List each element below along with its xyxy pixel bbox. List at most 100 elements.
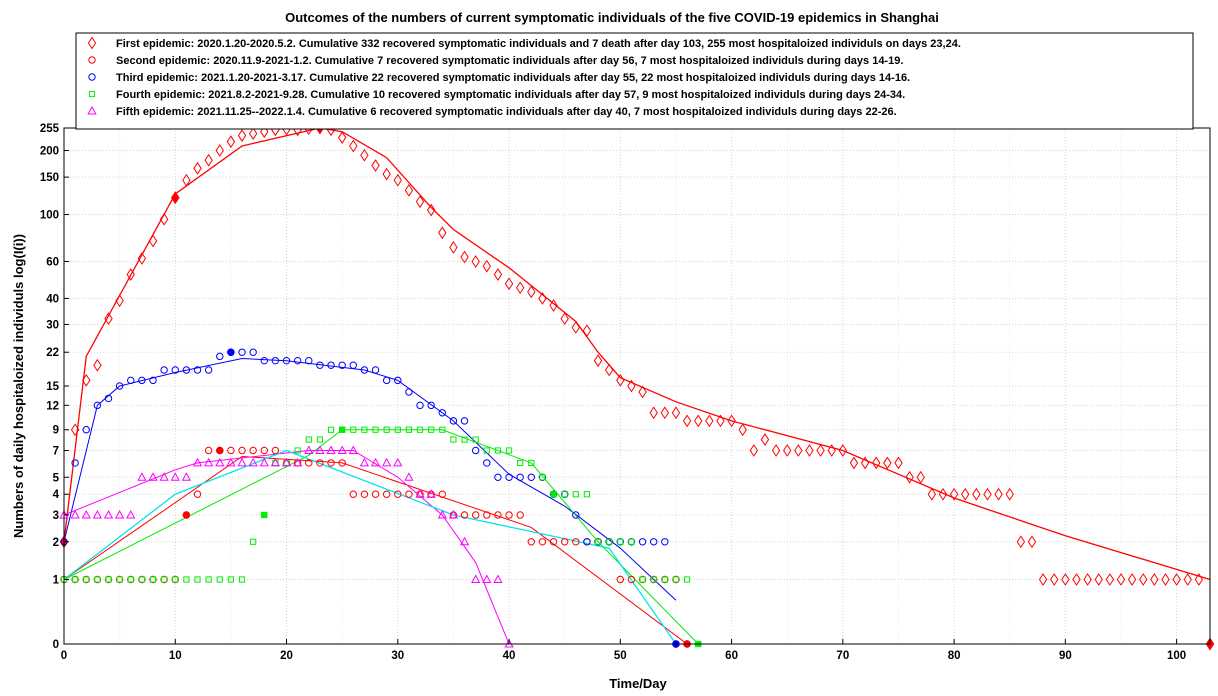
- fit-line-series-3: [63, 358, 677, 601]
- data-point-series-3: [494, 473, 502, 481]
- data-point-series-1: [137, 252, 147, 265]
- data-point-series-2: [316, 459, 324, 467]
- data-point-series-1: [894, 456, 903, 470]
- data-point-series-2: [71, 575, 79, 584]
- data-point-series-4: [161, 576, 168, 583]
- data-point-series-4: [172, 576, 179, 583]
- data-point-filled-series-4: [261, 511, 268, 519]
- data-point-series-2: [138, 575, 146, 584]
- legend-label-3: Third epidemic: 2021.1.20-2021-3.17. Cum…: [116, 72, 910, 84]
- data-point-series-4: [394, 426, 401, 433]
- data-point-series-1: [204, 153, 213, 167]
- data-point-series-1: [883, 456, 892, 470]
- data-point-series-1: [549, 299, 558, 312]
- data-point-series-1: [148, 234, 158, 248]
- data-point-series-3: [127, 376, 135, 385]
- data-point-series-1: [616, 373, 625, 387]
- data-point-series-5: [148, 472, 158, 481]
- data-point-series-3: [171, 366, 179, 374]
- data-point-series-5: [92, 509, 103, 519]
- data-point-series-1: [593, 354, 603, 368]
- legend-marker-3: [88, 73, 96, 81]
- x-tick-label: 80: [948, 650, 961, 662]
- data-point-series-4: [216, 576, 223, 583]
- y-tick-label: 40: [46, 293, 59, 305]
- data-point-series-5: [270, 457, 281, 467]
- data-point-series-2: [483, 511, 491, 519]
- data-point-series-1: [70, 423, 80, 437]
- data-point-series-3: [371, 366, 380, 374]
- data-point-series-5: [493, 574, 503, 583]
- data-point-series-3: [527, 473, 536, 481]
- data-point-series-1: [538, 292, 547, 305]
- data-point-series-1: [1194, 573, 1204, 586]
- data-point-series-1: [1105, 573, 1115, 586]
- y-tick-label: 60: [46, 256, 59, 268]
- data-point-series-4: [205, 576, 212, 583]
- data-point-series-5: [81, 509, 91, 519]
- data-point-series-1: [159, 212, 169, 226]
- data-point-series-5: [192, 457, 203, 467]
- data-point-series-5: [226, 457, 236, 467]
- y-tick-label: 7: [53, 446, 59, 458]
- data-point-series-2: [460, 511, 469, 519]
- data-point-filled-series-2: [216, 446, 224, 455]
- data-point-series-1: [783, 444, 792, 457]
- data-point-series-1: [827, 444, 836, 457]
- legend-label-2: Second epidemic: 2020.11.9-2021-1.2. Cum…: [116, 55, 903, 67]
- data-point-series-4: [405, 426, 413, 433]
- data-point-series-2: [115, 575, 124, 584]
- data-point-series-5: [426, 489, 436, 498]
- data-point-series-2: [572, 538, 580, 546]
- data-point-series-4: [439, 426, 446, 433]
- data-point-series-1: [482, 259, 491, 273]
- data-point-series-2: [494, 511, 502, 519]
- x-tick-label: 0: [61, 650, 67, 662]
- data-point-series-2: [127, 575, 135, 584]
- data-point-series-5: [348, 445, 358, 454]
- data-point-series-2: [661, 575, 669, 584]
- data-point-series-4: [672, 576, 680, 583]
- data-point-series-1: [460, 250, 469, 264]
- data-point-series-3: [260, 356, 268, 365]
- data-point-series-4: [383, 426, 390, 433]
- data-point-series-5: [359, 457, 370, 467]
- data-point-series-4: [528, 459, 535, 467]
- tick-labels: 0 10 20 30 40 50 60 70 80 90 100012345791215223040…: [40, 123, 1186, 662]
- data-point-series-4: [639, 576, 646, 583]
- data-point-series-5: [181, 472, 192, 481]
- data-point-series-1: [193, 161, 202, 175]
- data-point-series-1: [949, 487, 959, 501]
- data-point-series-2: [527, 538, 536, 546]
- data-point-series-2: [193, 490, 202, 498]
- legend: First epidemic: 2020.1.20-2020.5.2. Cumu…: [75, 32, 1194, 130]
- data-point-series-4: [138, 576, 145, 583]
- data-point-series-2: [360, 490, 369, 498]
- data-point-series-5: [237, 457, 247, 467]
- data-point-series-1: [1050, 573, 1059, 586]
- data-point-series-4: [294, 447, 301, 454]
- data-point-series-3: [538, 473, 547, 481]
- legend-label-5: Fifth epidemic: 2021.11.25--2022.1.4. Cu…: [116, 106, 897, 118]
- data-point-series-3: [216, 352, 224, 361]
- data-point-series-1: [126, 268, 135, 281]
- legend-marker-2: [88, 56, 96, 64]
- data-point-series-3: [293, 356, 302, 365]
- data-point-series-2: [560, 538, 569, 546]
- data-point-series-3: [115, 382, 124, 390]
- x-tick-label: 10: [169, 650, 182, 662]
- data-point-series-1: [1183, 573, 1192, 586]
- data-point-series-3: [138, 376, 146, 385]
- data-point-series-4: [472, 436, 479, 443]
- y-tick-label: 30: [46, 319, 59, 331]
- data-point-series-1: [816, 444, 825, 457]
- data-point-series-2: [672, 575, 680, 584]
- data-point-series-2: [104, 575, 113, 584]
- data-point-series-1: [771, 444, 781, 457]
- data-point-series-5: [471, 574, 481, 583]
- data-point-series-1: [449, 240, 458, 254]
- data-point-series-1: [438, 226, 447, 240]
- data-point-series-3: [316, 361, 324, 369]
- y-tick-label: 15: [46, 381, 59, 393]
- legend-label-4: Fourth epidemic: 2021.8.2-2021-9.28. Cum…: [116, 89, 905, 101]
